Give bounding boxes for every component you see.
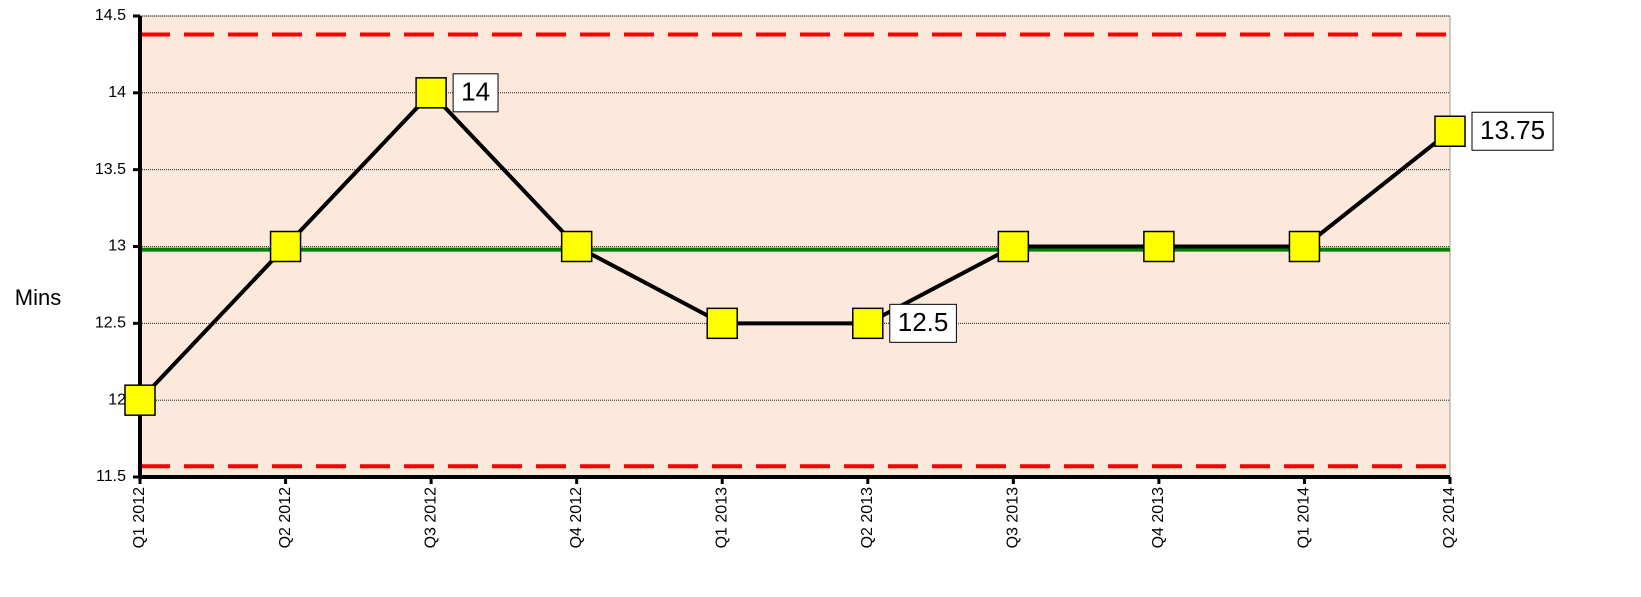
marker (415, 77, 447, 109)
y-tick-label: 11.5 (96, 468, 126, 485)
series-line (138, 90, 1452, 402)
marker (997, 230, 1030, 263)
x-tick-label: Q3 2013 (1005, 487, 1022, 548)
x-tick-label: Q1 2013 (713, 487, 730, 548)
x-tick-label: Q4 2012 (568, 487, 585, 548)
data-label: 14 (452, 73, 499, 113)
data-label-box (889, 303, 957, 343)
data-label: 12.5 (889, 303, 957, 343)
y-axis-label: Mins (15, 285, 61, 310)
data-label-text: 14 (461, 77, 490, 107)
x-tick-label: Q2 2013 (859, 487, 876, 548)
marker (1143, 230, 1175, 263)
data-label-box (452, 73, 499, 113)
y-tick-label: 12.5 (95, 315, 126, 332)
y-tick-label: 13 (108, 238, 126, 255)
data-label-text: 13.75 (1480, 115, 1545, 145)
marker (560, 230, 593, 263)
x-tick-label: Q4 2013 (1150, 487, 1167, 548)
marker (706, 307, 738, 340)
marker (1434, 115, 1466, 147)
marker (124, 384, 156, 416)
x-tick-label: Q2 2014 (1441, 487, 1458, 548)
marker (269, 230, 302, 263)
data-label-text: 12.5 (898, 307, 949, 337)
y-tick-label: 14.5 (95, 7, 126, 24)
data-label-box (1471, 111, 1554, 151)
x-tick-label: Q2 2012 (277, 487, 294, 548)
x-tick-label: Q1 2012 (131, 487, 148, 548)
y-tick-label: 14 (108, 84, 126, 101)
x-tick-label: Q3 2012 (422, 487, 439, 548)
marker (852, 307, 884, 340)
y-tick-label: 12 (108, 391, 126, 408)
x-tick-label: Q1 2014 (1296, 487, 1313, 548)
y-tick-label: 13.5 (95, 161, 126, 178)
data-label: 13.75 (1471, 111, 1554, 151)
marker (1288, 230, 1321, 263)
